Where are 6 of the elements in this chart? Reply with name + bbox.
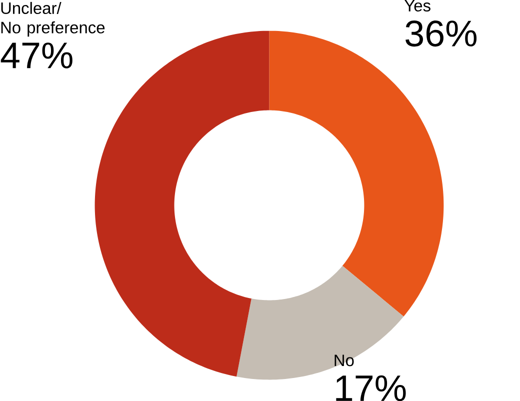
slice-label: Yes [404,0,430,12]
slice-label: No [334,354,354,366]
data-label: 17% [336,375,406,401]
data-label: 47% [0,42,72,68]
slice-label: Unclear/ No preference [1,2,105,37]
data-label: 36% [406,20,477,47]
